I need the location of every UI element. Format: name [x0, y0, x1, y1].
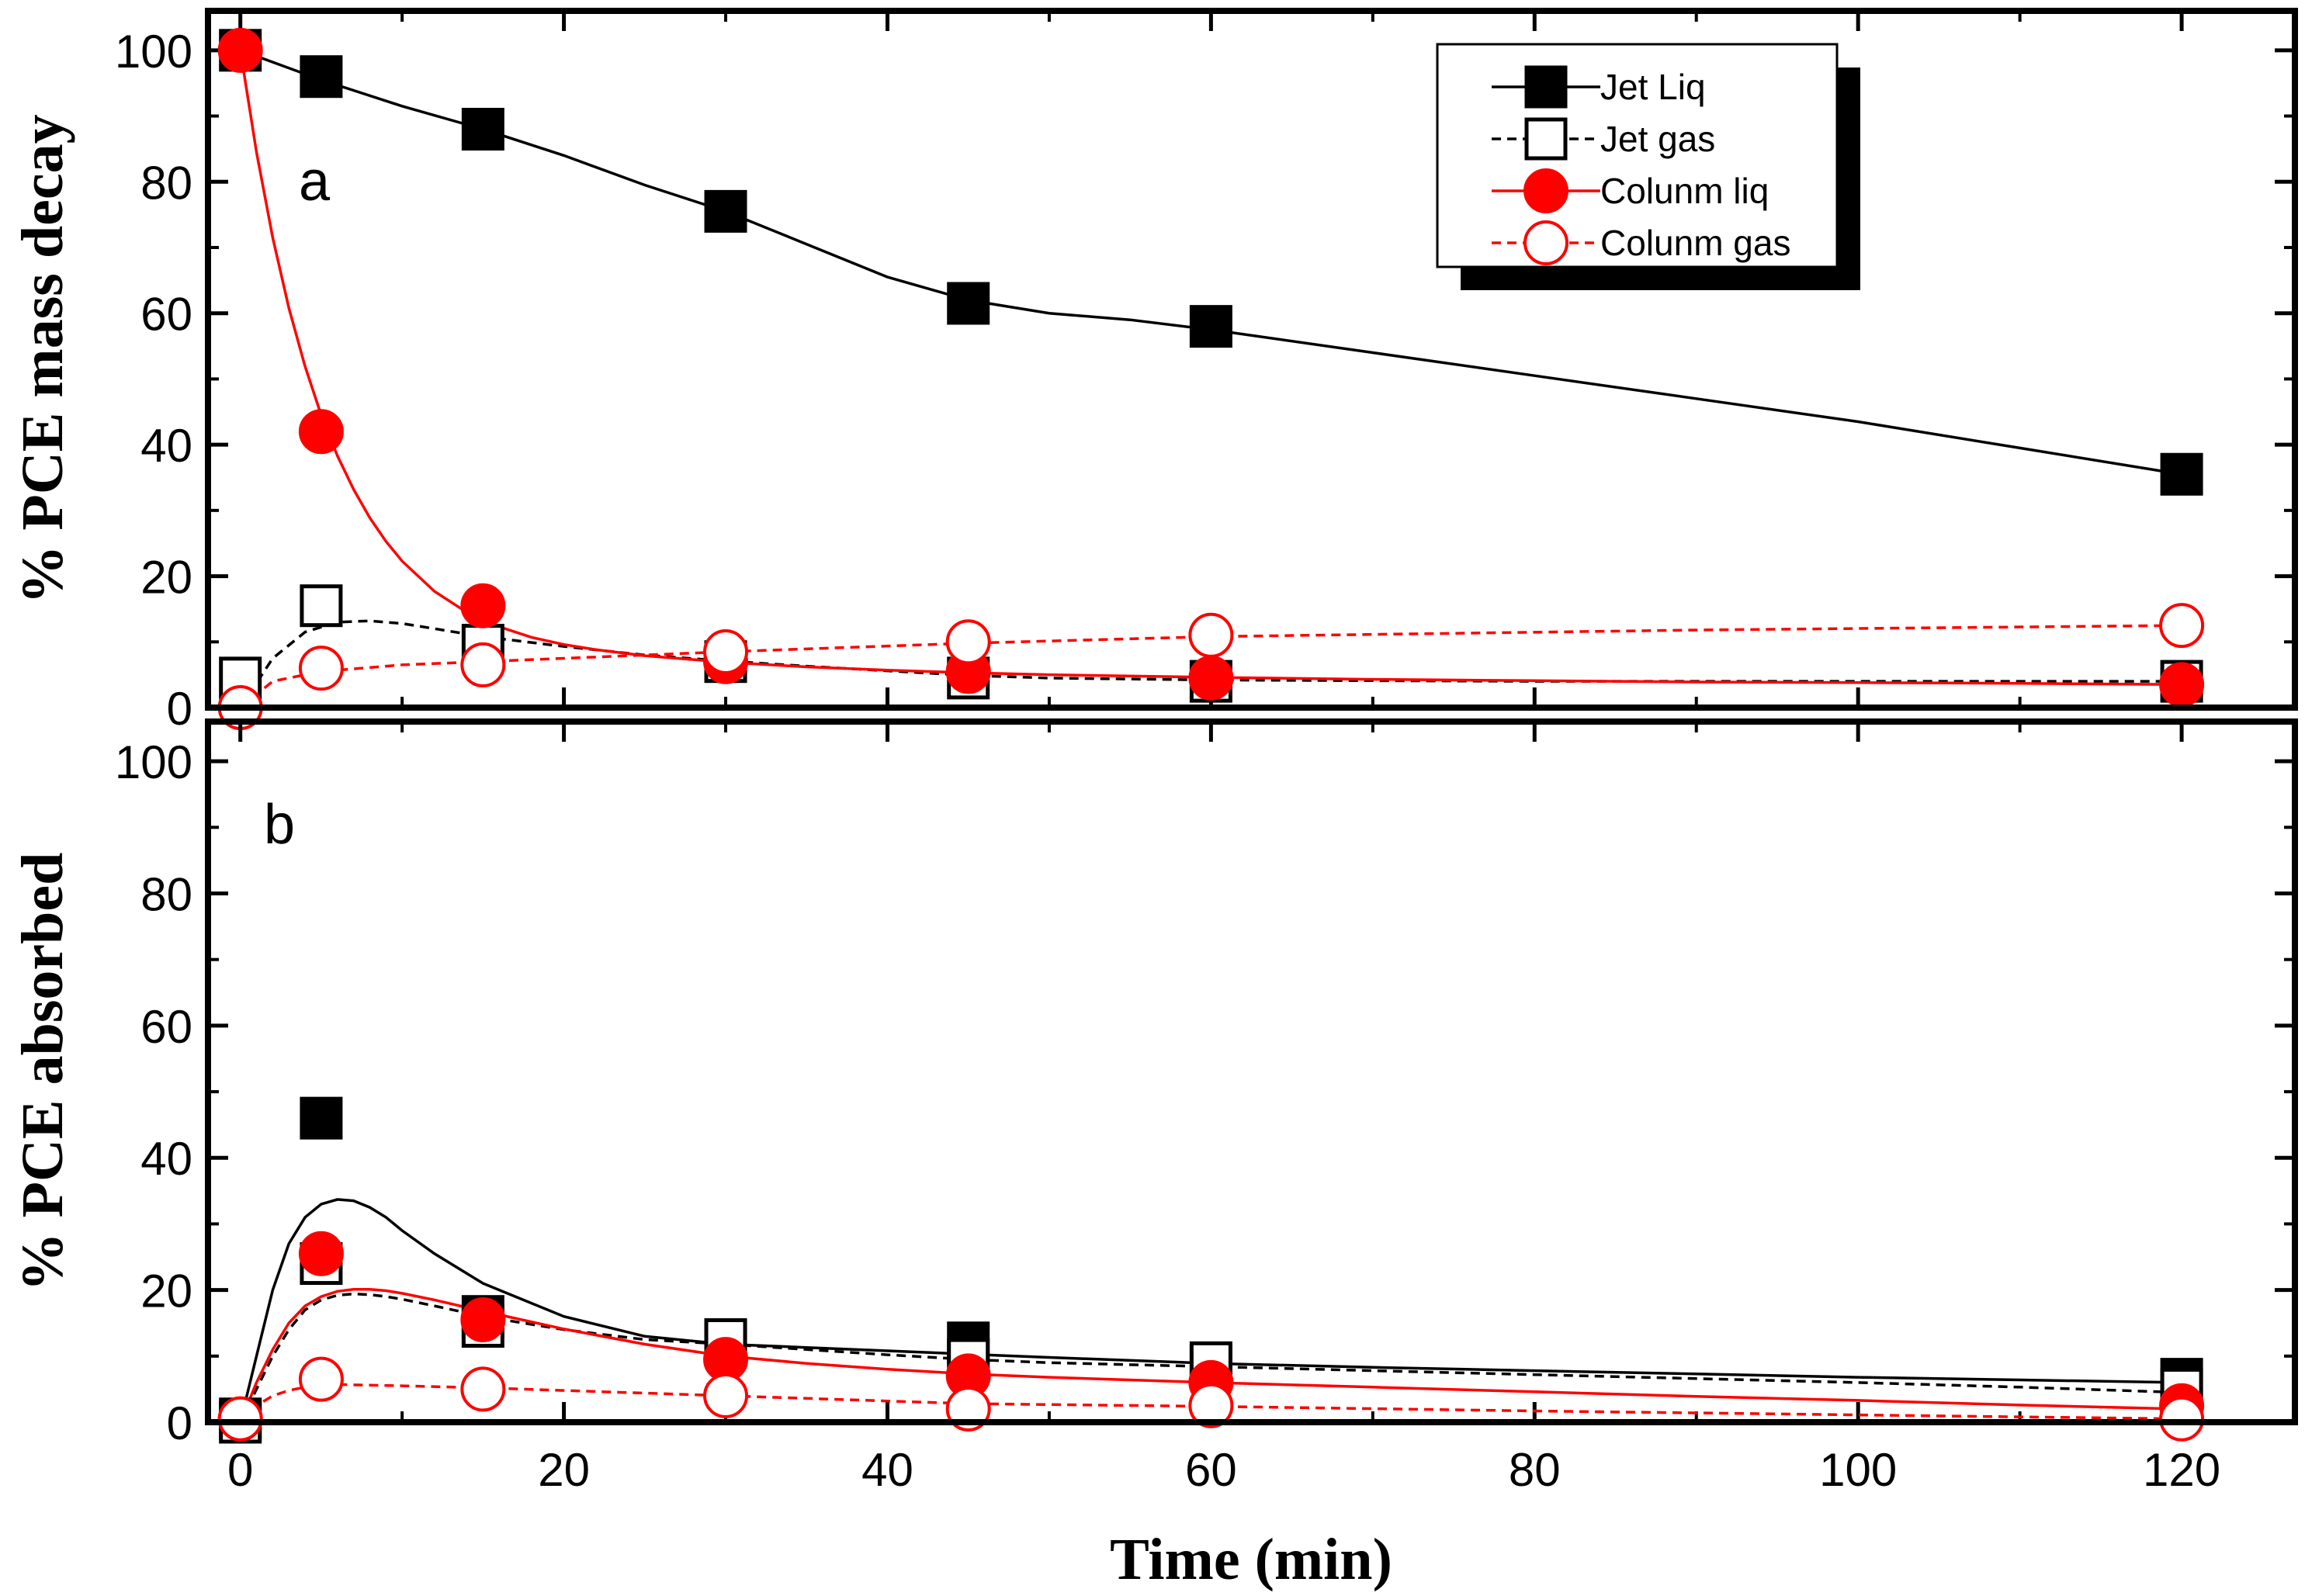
panel-b: 0 20 40 60 80 100 0 20 40 60 80 100 120 b % PCE abso… [10, 718, 2298, 1496]
panel-a-frame [205, 8, 2298, 711]
y-tick-label-a-80: 80 [140, 157, 192, 209]
point-a-jet-liq-t5 [300, 55, 343, 99]
point-a-colunm-liq-t60 [1188, 655, 1234, 701]
panel-b-axes: 0 20 40 60 80 100 0 20 40 60 80 100 120 [115, 722, 2295, 1496]
x-axis-title: Time (min) [1110, 1527, 1392, 1592]
point-a-colunm-liq-t5 [298, 409, 344, 455]
point-a-colunm-liq-t120 [2159, 662, 2205, 708]
point-b-jet-liq-t5 [300, 1096, 343, 1140]
y-tick-label-b-80: 80 [140, 868, 192, 920]
legend-box [1436, 43, 1839, 268]
fit-line-b-colunm-liq [239, 1288, 2182, 1423]
panel-a-axes: 0 20 40 60 80 100 [115, 11, 2295, 735]
point-b-colunm-gas-t30 [703, 1373, 749, 1418]
y-tick-label-b-0: 0 [167, 1397, 192, 1449]
point-a-colunm-gas-t5 [298, 646, 344, 691]
x-tick-label-120: 120 [2143, 1444, 2220, 1496]
point-a-jet-liq-t30 [704, 189, 747, 233]
point-a-colunm-gas-t15 [460, 642, 506, 687]
fit-line-b-jet-liq [238, 1198, 2182, 1423]
x-tick-label-0: 0 [227, 1444, 253, 1496]
x-tick-label-40: 40 [861, 1444, 913, 1496]
legend-label-colunm-gas: Colunm gas [1600, 223, 1790, 263]
point-a-jet-liq-t120 [2160, 452, 2203, 496]
legend-marker-colunm-gas [1523, 220, 1568, 265]
legend-label-colunm-liq: Colunm liq [1600, 171, 1769, 211]
point-a-colunm-gas-t60 [1188, 612, 1234, 658]
panel-a-label: a [299, 151, 331, 213]
panel-a-y-axis-title: % PCE mass decay [10, 114, 75, 604]
point-b-colunm-gas-t60 [1188, 1383, 1234, 1428]
point-a-colunm-liq-t15 [460, 583, 506, 628]
fit-line-a-colunm-gas [239, 624, 2182, 709]
legend-marker-jet-gas [1524, 117, 1568, 161]
y-tick-label-a-100: 100 [115, 26, 192, 78]
y-tick-label-a-40: 40 [140, 420, 192, 472]
legend-label-jet-liq: Jet Liq [1600, 67, 1706, 107]
point-b-colunm-gas-t5 [298, 1356, 344, 1402]
y-tick-label-b-100: 100 [115, 736, 192, 788]
point-a-jet-liq-t45 [947, 282, 990, 325]
point-a-colunm-liq-t0 [217, 27, 263, 73]
y-tick-label-a-20: 20 [140, 552, 192, 604]
legend-marker-colunm-liq [1523, 168, 1568, 213]
fit-line-a-colunm-liq [238, 50, 2182, 687]
point-b-colunm-liq-t15 [460, 1297, 506, 1342]
point-a-colunm-gas-t45 [945, 619, 991, 665]
y-tick-label-b-40: 40 [140, 1133, 192, 1185]
point-b-colunm-gas-t0 [217, 1396, 263, 1442]
point-a-jet-gas-t5 [300, 584, 343, 628]
panel-b-y-axis-title: % PCE absorbed [10, 853, 75, 1292]
x-tick-label-100: 100 [1819, 1444, 1897, 1496]
point-b-colunm-liq-t5 [298, 1231, 344, 1276]
point-b-colunm-gas-t120 [2159, 1396, 2205, 1442]
panel-b-frame [205, 718, 2298, 1425]
y-tick-label-a-60: 60 [140, 289, 192, 341]
x-tick-label-60: 60 [1185, 1444, 1237, 1496]
y-tick-label-a-0: 0 [167, 683, 192, 735]
x-tick-label-20: 20 [538, 1444, 590, 1496]
point-a-jet-liq-t60 [1189, 305, 1232, 348]
point-a-colunm-gas-t30 [703, 628, 749, 674]
y-tick-label-b-20: 20 [140, 1265, 192, 1317]
point-b-colunm-gas-t15 [460, 1366, 506, 1412]
legend: Jet Liq Jet gas Colunm liq Colunm gas [1436, 43, 1860, 290]
panel-b-label: b [264, 794, 295, 856]
y-tick-label-b-60: 60 [140, 1001, 192, 1053]
point-a-jet-liq-t15 [461, 107, 504, 151]
legend-label-jet-gas: Jet gas [1600, 119, 1715, 159]
legend-marker-jet-liq [1524, 65, 1568, 109]
panel-a-series [217, 27, 2205, 730]
point-a-colunm-gas-t120 [2159, 603, 2205, 649]
x-tick-label-80: 80 [1509, 1444, 1561, 1496]
